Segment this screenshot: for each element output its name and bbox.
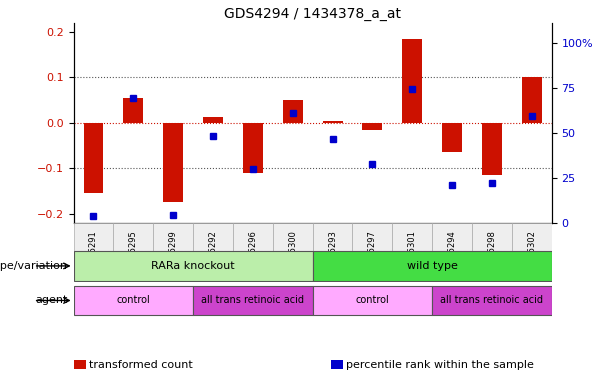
- Bar: [74, 223, 113, 273]
- Text: wild type: wild type: [407, 261, 457, 271]
- Text: RARa knockout: RARa knockout: [151, 261, 235, 271]
- Bar: [322, 121, 343, 123]
- Text: percentile rank within the sample: percentile rank within the sample: [346, 360, 534, 370]
- Text: GSM775302: GSM775302: [527, 230, 536, 281]
- Bar: [153, 223, 193, 273]
- Bar: [203, 118, 223, 123]
- Text: GSM775296: GSM775296: [248, 230, 257, 281]
- Bar: [362, 123, 383, 130]
- Text: all trans retinoic acid: all trans retinoic acid: [201, 295, 305, 306]
- Bar: [83, 123, 104, 193]
- Text: GSM775301: GSM775301: [408, 230, 417, 281]
- Text: GSM775293: GSM775293: [328, 230, 337, 281]
- Bar: [313, 251, 552, 281]
- Text: GSM775300: GSM775300: [288, 230, 297, 281]
- Text: GSM775299: GSM775299: [169, 230, 178, 281]
- Bar: [74, 286, 193, 315]
- Bar: [472, 223, 512, 273]
- Text: GSM775297: GSM775297: [368, 230, 377, 281]
- Bar: [74, 251, 313, 281]
- Bar: [392, 223, 432, 273]
- Text: GSM775295: GSM775295: [129, 230, 138, 281]
- Text: agent: agent: [35, 295, 67, 306]
- Bar: [442, 123, 462, 152]
- Bar: [313, 286, 432, 315]
- Text: GSM775298: GSM775298: [487, 230, 497, 281]
- Bar: [432, 286, 552, 315]
- Bar: [193, 286, 313, 315]
- Text: all trans retinoic acid: all trans retinoic acid: [440, 295, 544, 306]
- Text: genotype/variation: genotype/variation: [0, 261, 67, 271]
- Bar: [512, 223, 552, 273]
- Bar: [482, 123, 502, 175]
- Bar: [432, 223, 472, 273]
- Text: GSM775294: GSM775294: [447, 230, 457, 281]
- Bar: [163, 123, 183, 202]
- Bar: [243, 123, 263, 173]
- Bar: [522, 76, 542, 123]
- Bar: [233, 223, 273, 273]
- Bar: [193, 223, 233, 273]
- Text: GSM775291: GSM775291: [89, 230, 98, 281]
- Text: transformed count: transformed count: [89, 360, 192, 370]
- Bar: [123, 98, 143, 123]
- Text: control: control: [116, 295, 150, 306]
- Title: GDS4294 / 1434378_a_at: GDS4294 / 1434378_a_at: [224, 7, 401, 21]
- Bar: [283, 100, 303, 123]
- Text: GSM775292: GSM775292: [208, 230, 218, 281]
- Bar: [352, 223, 392, 273]
- Bar: [402, 39, 422, 123]
- Bar: [113, 223, 153, 273]
- Bar: [313, 223, 352, 273]
- Bar: [273, 223, 313, 273]
- Text: control: control: [356, 295, 389, 306]
